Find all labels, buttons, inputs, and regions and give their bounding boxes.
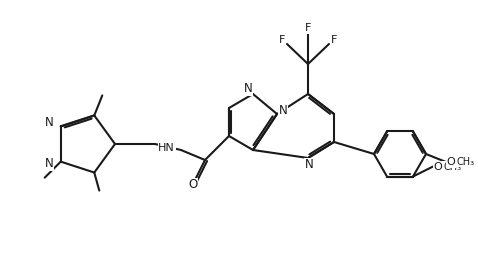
Text: N: N bbox=[304, 159, 314, 172]
Text: N: N bbox=[45, 157, 54, 170]
Text: N: N bbox=[244, 83, 252, 96]
Text: HN: HN bbox=[158, 143, 175, 153]
Text: N: N bbox=[45, 116, 54, 129]
Text: O: O bbox=[434, 161, 442, 172]
Text: F: F bbox=[279, 35, 285, 45]
Text: F: F bbox=[305, 23, 311, 33]
Text: CH₃: CH₃ bbox=[444, 161, 462, 172]
Text: O: O bbox=[188, 178, 197, 192]
Text: F: F bbox=[331, 35, 337, 45]
Text: O: O bbox=[446, 157, 456, 167]
Text: CH₃: CH₃ bbox=[457, 157, 475, 167]
Text: N: N bbox=[279, 103, 287, 117]
